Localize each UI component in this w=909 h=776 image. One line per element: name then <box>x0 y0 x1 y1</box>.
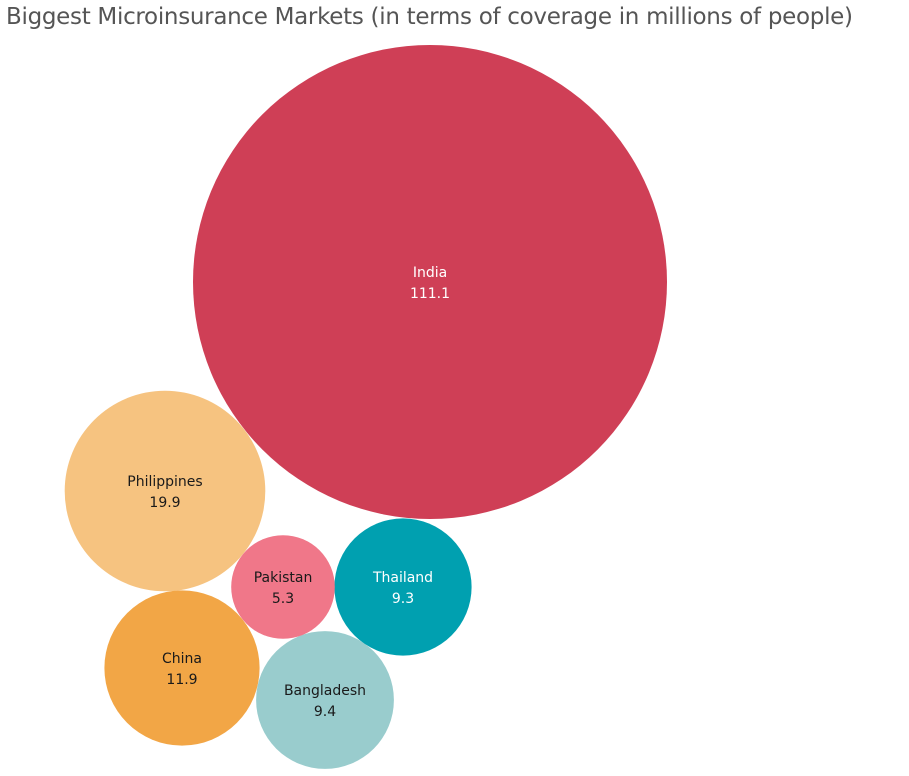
bubble-value-pakistan: 5.3 <box>272 591 294 607</box>
bubble-circle-philippines[interactable] <box>64 390 266 592</box>
bubble-value-thailand: 9.3 <box>392 591 414 607</box>
bubble-name-philippines: Philippines <box>127 474 202 490</box>
bubble-india[interactable]: India 111.1 <box>193 45 667 519</box>
bubble-bangladesh[interactable]: Bangladesh 9.4 <box>256 631 394 769</box>
bubble-circle-bangladesh[interactable] <box>256 631 394 769</box>
chart-title: Biggest Microinsurance Markets (in terms… <box>6 4 853 30</box>
bubble-value-china: 11.9 <box>166 672 197 688</box>
bubble-pakistan[interactable]: Pakistan 5.3 <box>231 535 335 639</box>
bubble-thailand[interactable]: Thailand 9.3 <box>334 518 472 656</box>
bubble-china[interactable]: China 11.9 <box>104 590 260 746</box>
bubble-value-philippines: 19.9 <box>149 495 180 511</box>
bubble-value-bangladesh: 9.4 <box>314 704 336 720</box>
bubble-philippines[interactable]: Philippines 19.9 <box>64 390 266 592</box>
bubble-value-india: 111.1 <box>410 286 450 302</box>
bubble-name-pakistan: Pakistan <box>254 570 313 586</box>
bubble-name-bangladesh: Bangladesh <box>284 683 366 699</box>
bubble-name-china: China <box>162 651 202 667</box>
bubble-circle-india[interactable] <box>193 45 667 519</box>
bubble-circle-pakistan[interactable] <box>231 535 335 639</box>
bubble-circle-thailand[interactable] <box>334 518 472 656</box>
bubble-name-india: India <box>413 265 447 281</box>
bubble-circle-china[interactable] <box>104 590 260 746</box>
bubble-name-thailand: Thailand <box>372 570 433 586</box>
